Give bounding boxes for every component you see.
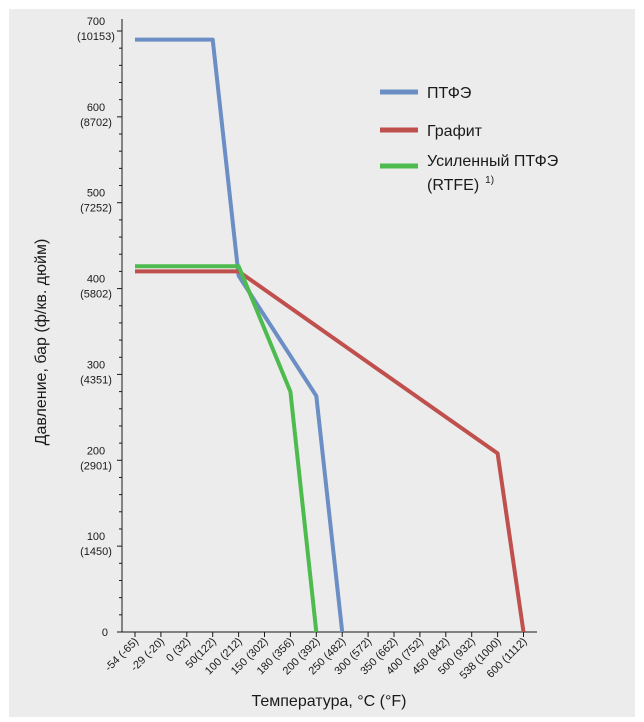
y-tick-label: 500 (87, 188, 105, 200)
y-tick-sublabel: (10153) (77, 31, 115, 43)
y-tick-label: 700 (87, 16, 105, 28)
series-line-0 (135, 37, 345, 633)
y-tick-label: 300 (87, 359, 105, 371)
y-tick-sublabel: (5802) (80, 289, 112, 301)
series-line-2 (135, 264, 319, 633)
series-line-1 (135, 269, 526, 633)
x-axis-title: Температура, °C (°F) (251, 693, 406, 710)
series-lines (135, 37, 526, 633)
y-axis-title: Давление, бар (ф/кв. дюйм) (33, 239, 50, 446)
legend-label: ПТФЭ (427, 85, 471, 102)
y-tick-label: 200 (87, 445, 105, 457)
y-tick-label: 400 (87, 274, 105, 286)
legend-label: Усиленный ПТФЭ (427, 153, 558, 170)
y-tick-label: 0 (102, 627, 108, 639)
legend-label: (RTFE) 1) (427, 175, 494, 194)
y-tick-label: 600 (87, 102, 105, 114)
y-tick-sublabel: (7252) (80, 203, 112, 215)
y-tick-sublabel: (4351) (80, 374, 112, 386)
legend-footnote-marker: 1) (485, 175, 494, 186)
y-tick-sublabel: (8702) (80, 117, 112, 129)
y-tick-label: 100 (87, 531, 105, 543)
chart-background (9, 9, 635, 717)
y-tick-sublabel: (1450) (80, 546, 112, 558)
y-tick-sublabel: (2901) (80, 460, 112, 472)
legend-label: Графит (427, 123, 483, 140)
legend: ПТФЭ Графит Усиленный ПТФЭ (RTFE) 1) (380, 85, 558, 194)
